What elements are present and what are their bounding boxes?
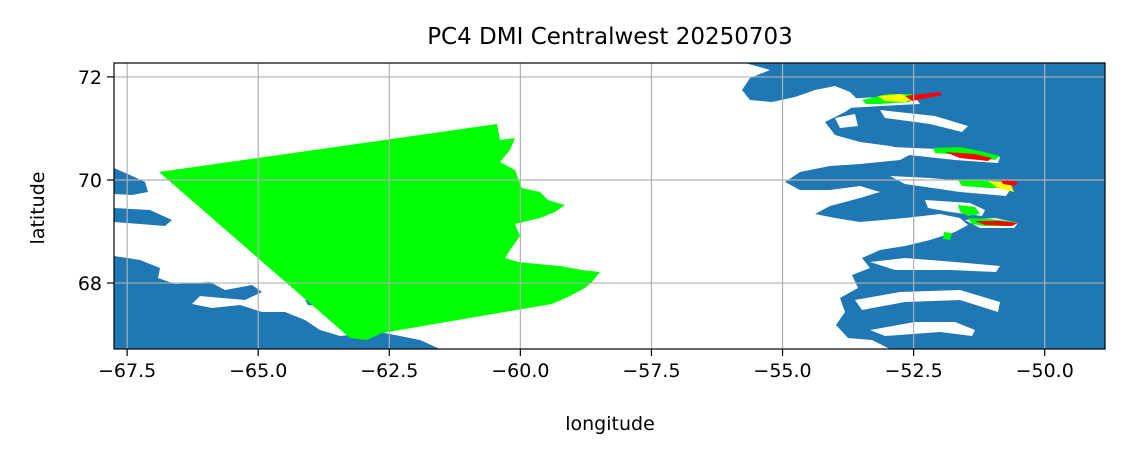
ice-band: [945, 152, 992, 161]
x-tick-label: −55.0: [753, 360, 811, 382]
y-tick-label: 72: [78, 67, 102, 89]
ice-swath: [159, 124, 600, 340]
ice-band: [1000, 179, 1018, 186]
y-axis: 68 70 72: [78, 67, 114, 295]
ice-band: [975, 221, 1018, 226]
y-tick-label: 68: [78, 273, 102, 295]
x-tick-label: −62.5: [360, 360, 418, 382]
x-tick-label: −65.0: [229, 360, 287, 382]
ice-band: [958, 205, 980, 216]
x-tick-label: −52.5: [884, 360, 942, 382]
fjord: [880, 110, 968, 132]
x-tick-label: −57.5: [622, 360, 680, 382]
grid-lines: [114, 63, 1105, 349]
baffin-land-south: [114, 256, 440, 349]
x-tick-label: −67.5: [98, 360, 156, 382]
x-tick-label: −50.0: [1016, 360, 1074, 382]
fjord: [890, 176, 1010, 196]
x-axis-label: longitude: [565, 413, 655, 435]
ice-band: [905, 92, 942, 101]
baffin-land-north: [114, 168, 148, 195]
y-axis-label: latitude: [27, 172, 49, 245]
greenland-land: [742, 63, 1105, 349]
y-tick-label: 70: [78, 170, 102, 192]
ice-band: [943, 232, 952, 240]
fjord: [870, 258, 1000, 272]
fjord: [835, 114, 858, 128]
baffin-land-mid: [114, 208, 172, 226]
axes-frame: [113, 62, 1106, 350]
fjord: [870, 322, 975, 336]
map-area: [114, 63, 1105, 349]
x-tick-label: −60.0: [491, 360, 549, 382]
fjord: [855, 290, 1000, 312]
x-axis: −67.5 −65.0 −62.5 −60.0 −57.5 −55.0 −52.5 −50.0: [98, 349, 1074, 382]
map-title: PC4 DMI Centralwest 20250703: [427, 24, 793, 50]
